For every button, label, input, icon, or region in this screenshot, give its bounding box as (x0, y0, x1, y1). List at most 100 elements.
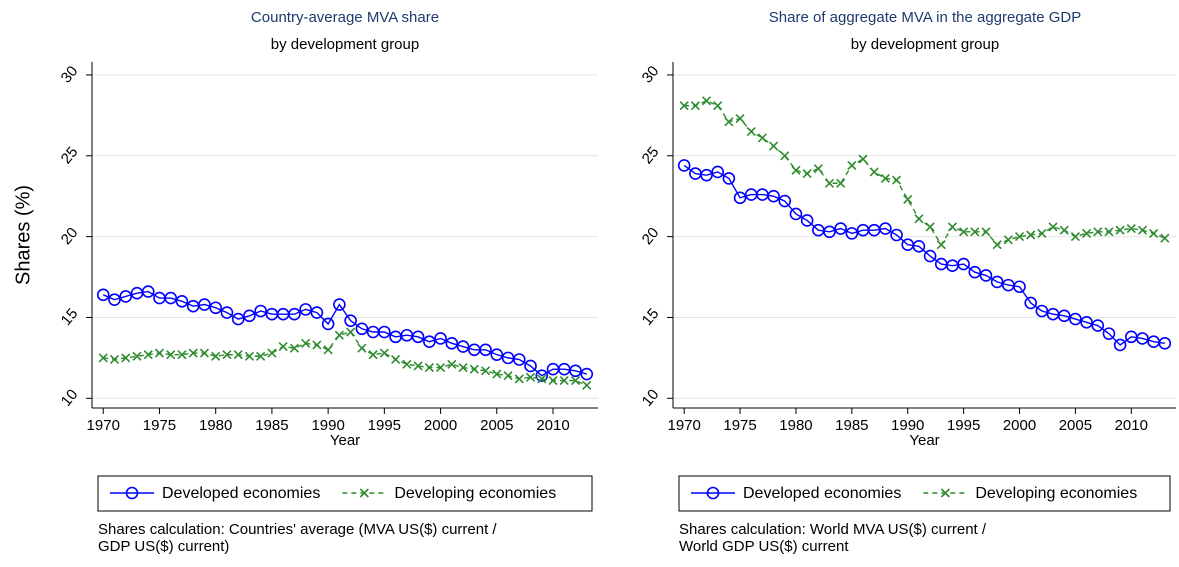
marker (132, 351, 142, 361)
marker (925, 222, 935, 232)
marker (834, 222, 847, 235)
marker (222, 350, 232, 360)
x-axis-label: Year (909, 432, 939, 449)
marker (447, 359, 457, 369)
marker (96, 288, 110, 302)
marker (98, 353, 108, 363)
marker (701, 96, 712, 106)
marker (780, 151, 790, 161)
x-tick-label: 2000 (1003, 417, 1036, 434)
marker (979, 269, 993, 282)
marker (824, 178, 835, 188)
y-tick-label: 10 (639, 386, 663, 410)
x-tick-label: 2010 (536, 417, 569, 434)
marker (1037, 228, 1047, 238)
legend-label: Developed economies (162, 485, 320, 502)
marker (981, 227, 991, 237)
marker (802, 168, 812, 179)
x-axis-label: Year (330, 432, 360, 449)
marker (299, 303, 312, 316)
x-tick-label: 1970 (667, 417, 700, 434)
marker (177, 350, 187, 360)
chart-title: Country-average MVA share (251, 9, 439, 26)
marker (458, 363, 468, 373)
marker (800, 214, 814, 227)
marker (1158, 337, 1172, 350)
marker (1104, 227, 1114, 237)
y-tick-label: 15 (58, 305, 82, 329)
marker (334, 330, 344, 340)
y-tick-label: 30 (639, 63, 663, 87)
marker (559, 375, 569, 386)
marker (724, 117, 734, 127)
x-tick-label: 1975 (143, 417, 176, 434)
marker (700, 168, 713, 182)
marker (1091, 319, 1105, 332)
marker (1149, 228, 1159, 238)
series-line (684, 100, 1166, 247)
series-line (102, 290, 587, 377)
marker (992, 240, 1002, 250)
y-tick-label: 15 (639, 305, 663, 329)
marker (402, 359, 412, 369)
y-tick-label: 25 (639, 144, 663, 168)
x-tick-label: 2010 (1115, 417, 1148, 434)
marker (434, 332, 447, 345)
legend-label: Developing economies (394, 485, 556, 502)
marker (278, 341, 288, 352)
note: World GDP US($) current (679, 538, 849, 555)
panel: Share of aggregate MVA in the aggregate … (639, 9, 1176, 555)
x-tick-label: 2005 (480, 417, 513, 434)
marker (679, 101, 689, 111)
series-line (103, 331, 588, 387)
marker (1059, 225, 1069, 235)
marker (1057, 309, 1071, 323)
marker (121, 353, 131, 363)
marker (209, 301, 222, 315)
marker (735, 114, 745, 124)
chart-subtitle: by development group (271, 36, 419, 53)
marker (1137, 225, 1148, 235)
marker (480, 366, 491, 376)
x-tick-label: 1990 (311, 417, 344, 434)
marker (813, 164, 823, 174)
marker (445, 337, 459, 350)
legend-label: Developing economies (975, 485, 1137, 502)
marker (1014, 232, 1025, 242)
x-tick-label: 1995 (947, 417, 980, 434)
marker (199, 348, 210, 358)
marker (154, 348, 165, 358)
marker (957, 257, 970, 271)
legend-label: Developed economies (743, 485, 901, 502)
marker (391, 354, 401, 365)
marker (436, 363, 446, 373)
marker (1160, 233, 1170, 243)
marker (1070, 232, 1080, 242)
marker (198, 298, 211, 311)
marker (990, 275, 1004, 289)
marker (333, 298, 346, 311)
marker (244, 351, 254, 361)
marker (503, 371, 513, 381)
marker (164, 291, 178, 305)
marker (254, 304, 267, 318)
marker (1013, 280, 1026, 294)
marker (711, 165, 725, 179)
marker (243, 309, 256, 323)
marker (119, 290, 133, 303)
marker (677, 159, 691, 172)
marker (936, 240, 946, 250)
marker (108, 293, 121, 306)
x-tick-label: 1985 (255, 417, 288, 434)
marker (836, 178, 846, 188)
marker (469, 364, 479, 374)
marker (869, 167, 879, 177)
marker (769, 141, 779, 151)
marker (512, 353, 526, 366)
marker (1003, 235, 1013, 245)
marker (923, 249, 937, 263)
marker (288, 307, 301, 321)
marker (791, 165, 801, 175)
y-tick-label: 25 (58, 144, 82, 168)
